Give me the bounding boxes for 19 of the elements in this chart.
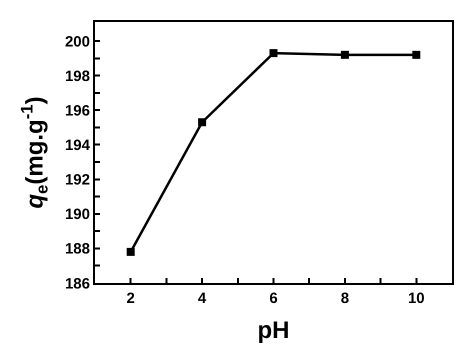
point	[126, 248, 135, 256]
y-tick-label: 192	[64, 172, 90, 189]
x-tick-label: 8	[340, 290, 350, 307]
x-tick-label: 4	[198, 290, 207, 307]
y-tick-label: 186	[64, 275, 90, 292]
point	[270, 49, 278, 58]
y-tick-label: 194	[64, 136, 91, 154]
point	[198, 118, 206, 126]
x-axis-title: pH	[258, 316, 290, 344]
y-tick-label: 196	[64, 102, 90, 120]
x-tick-label: 6	[269, 290, 278, 307]
y-tick-label: 198	[64, 68, 90, 85]
y-tick-label: 188	[64, 240, 90, 258]
y-tick-label: 200	[64, 33, 90, 50]
point	[340, 50, 349, 59]
x-tick-label: 2	[126, 290, 135, 307]
y-tick-label: 190	[64, 206, 90, 224]
x-tick-label: 10	[408, 290, 425, 307]
point	[412, 50, 420, 59]
